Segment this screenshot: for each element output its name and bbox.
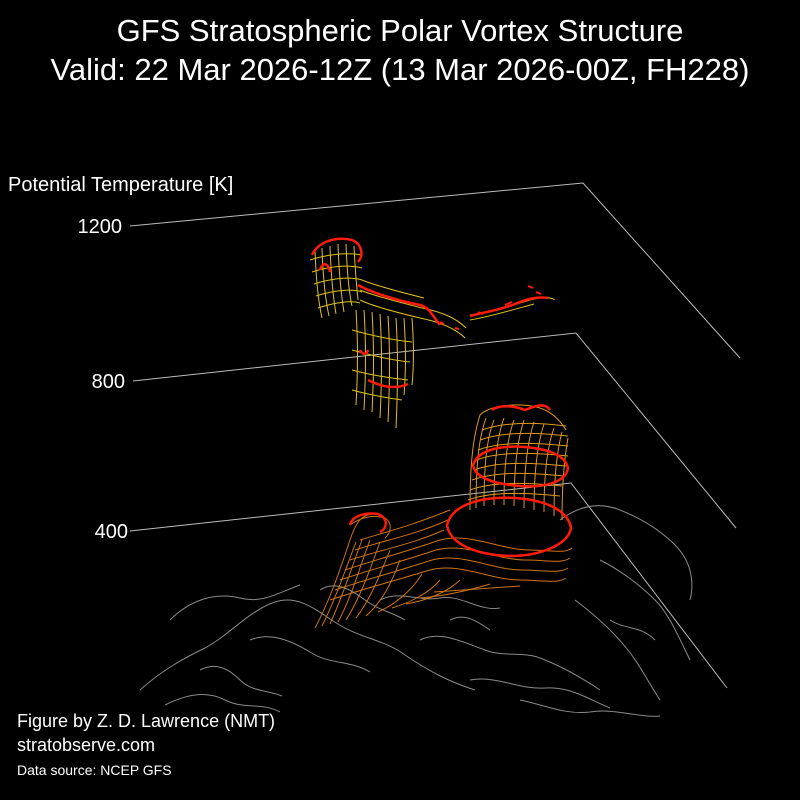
highlight-fragments [439,285,542,330]
author-credit: Figure by Z. D. Lawrence (NMT) [17,711,276,731]
data-source: Data source: NCEP GFS [17,762,172,778]
site-credit: stratobserve.com [17,735,156,755]
highlight-contours [310,237,573,558]
z-axis-label: Potential Temperature [K] [8,174,234,196]
plane-400 [129,482,728,689]
z-tick-800: 800 [91,371,125,393]
coastlines [139,505,693,717]
upper-vortex [309,243,556,429]
lower-vortex [314,509,573,629]
plane-800 [132,332,737,529]
chart-title: GFS Stratospheric Polar Vortex Structure [116,13,684,48]
z-tick-1200: 1200 [77,216,123,238]
chart-subtitle: Valid: 22 Mar 2026-12Z (13 Mar 2026-00Z,… [50,52,750,87]
axis-planes [129,182,741,689]
z-tick-400: 400 [94,521,128,543]
lower-vortex-column [467,404,569,521]
plane-1200 [129,182,741,359]
